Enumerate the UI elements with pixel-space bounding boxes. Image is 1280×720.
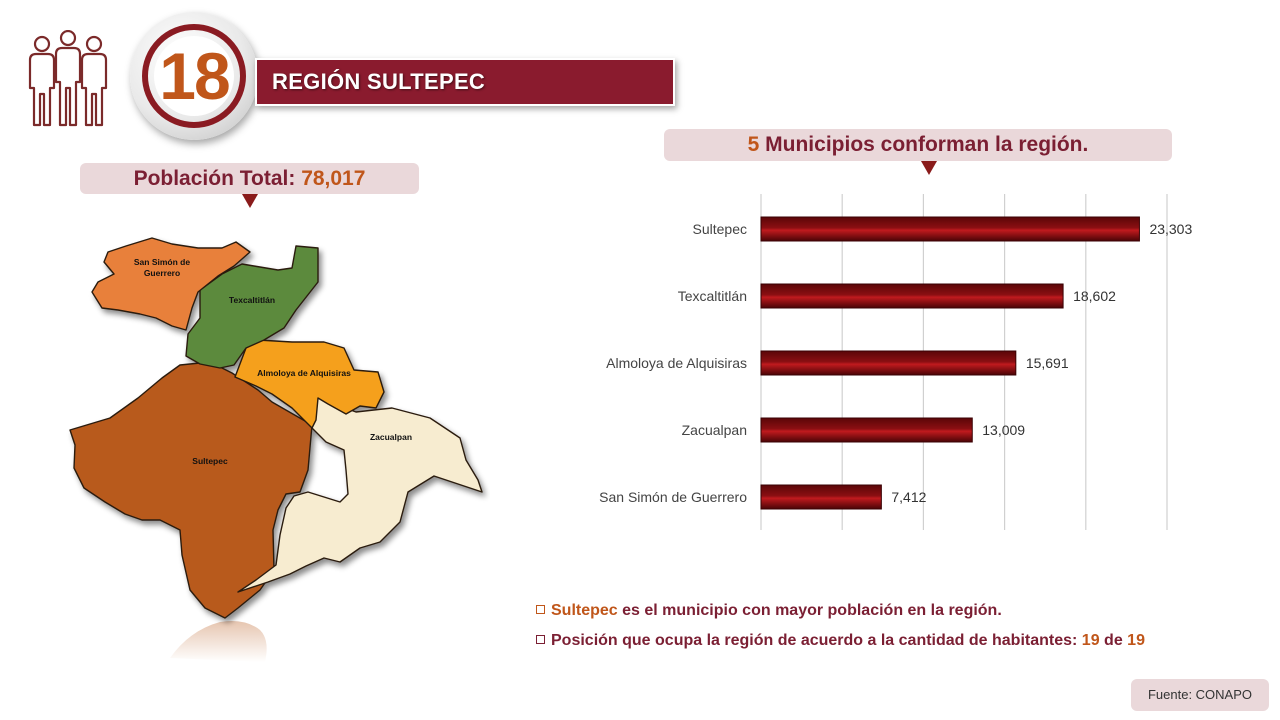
population-label: Población Total: 78,017 (80, 163, 419, 194)
value-label: 18,602 (1073, 288, 1116, 304)
region-map: San Simón de Guerrero Texcaltitlán Almol… (69, 237, 483, 662)
region-badge-inner (154, 36, 234, 116)
municipalities-arrow-icon (921, 161, 937, 175)
municipalities-panel (664, 129, 1172, 161)
note2-total: 19 (1127, 632, 1145, 649)
value-label: 7,412 (891, 489, 926, 505)
region-title: REGIÓN SULTEPEC (272, 69, 486, 94)
population-panel (80, 163, 419, 194)
bar (760, 417, 973, 443)
bar (760, 216, 1140, 242)
map-san-simon (91, 237, 251, 331)
population-bar-chart: Sultepec 23,303 Texcaltitlán 18,602 Almoloya… (599, 194, 1192, 530)
map-label-zacualpan: Zacualpan (370, 432, 412, 442)
map-almoloya (234, 339, 385, 429)
note2-text: Posición que ocupa la región de acuerdo … (551, 632, 1078, 649)
bar (760, 350, 1017, 376)
source-label: Fuente: CONAPO (1147, 687, 1253, 702)
map-label-san-simon-2: Guerrero (144, 268, 180, 278)
map-label-almoloya: Almoloya de Alquisiras (257, 368, 351, 378)
note1-text: es el municipio con mayor población en l… (622, 602, 1002, 619)
value-label: 15,691 (1026, 355, 1069, 371)
population-value: 78,017 (301, 167, 366, 190)
note-most-populous: Sultepec es el municipio con mayor pobla… (536, 602, 1002, 620)
note2-position: 19 (1081, 632, 1100, 649)
value-label: 23,303 (1149, 221, 1192, 237)
map-sultepec (69, 361, 313, 619)
source-panel (1131, 679, 1269, 711)
municipalities-text: Municipios conforman la región. (765, 133, 1089, 156)
note-region-position: Posición que ocupa la región de acuerdo … (536, 632, 1145, 650)
title-band (255, 58, 675, 106)
region-badge-ring (142, 24, 246, 128)
note1-highlight: Sultepec (551, 602, 618, 619)
map-label-san-simon-1: San Simón de (134, 257, 190, 267)
category-label: Sultepec (693, 221, 747, 237)
category-label: San Simón de Guerrero (599, 489, 747, 505)
map-zacualpan (237, 397, 483, 593)
checkbox-icon (536, 605, 545, 614)
category-label: Texcaltitlán (678, 288, 747, 304)
population-label-text: Población Total: (133, 167, 296, 190)
checkbox-icon (536, 635, 545, 644)
people-icon (28, 30, 108, 127)
municipalities-label: 5 Municipios conforman la región. (664, 129, 1172, 161)
category-label: Zacualpan (682, 422, 747, 438)
map-texcaltitlan (185, 245, 319, 369)
region-number: 18 (159, 39, 230, 113)
population-arrow-icon (242, 194, 258, 208)
bar (760, 484, 882, 510)
category-label: Almoloya de Alquisiras (606, 355, 747, 371)
bar (760, 283, 1064, 309)
note2-de: de (1104, 632, 1123, 649)
map-label-texcaltitlan: Texcaltitlán (229, 295, 275, 305)
map-label-sultepec: Sultepec (192, 456, 228, 466)
value-label: 13,009 (982, 422, 1025, 438)
municipalities-count: 5 (747, 133, 760, 156)
